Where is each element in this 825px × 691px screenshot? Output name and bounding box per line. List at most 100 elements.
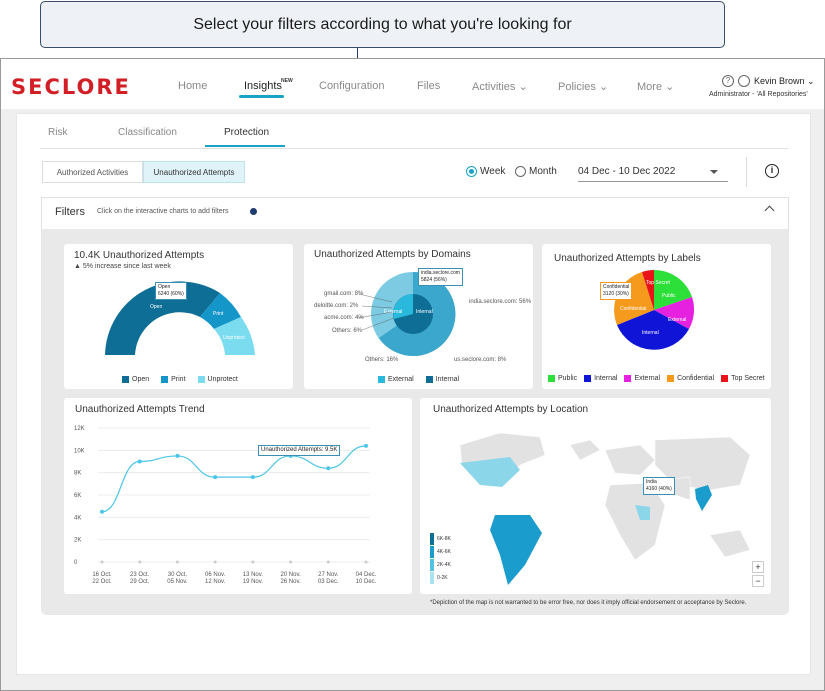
nav-home[interactable]: Home <box>178 80 208 92</box>
trend-line-chart[interactable]: 0 2K 4K 6K 8K 10K 12K 16 Oct.22 Oct. 23 Oct.29 O… <box>64 418 412 590</box>
nav-configuration[interactable]: Configuration <box>319 80 385 92</box>
nav-policies-label: Policies <box>558 81 596 93</box>
month-radio[interactable] <box>515 166 526 177</box>
trend-point[interactable] <box>100 509 104 514</box>
tooltip-line-1: Confidential <box>603 284 630 290</box>
region-europe[interactable] <box>604 444 656 476</box>
domains-inner-external[interactable] <box>393 294 413 319</box>
nav-policies[interactable]: Policies ⌄ <box>558 80 608 93</box>
trend-point[interactable] <box>250 475 255 480</box>
region-south-america[interactable] <box>490 515 542 585</box>
trend-point[interactable] <box>364 443 368 448</box>
attempts-half-donut[interactable]: Open Print Unprotect <box>100 277 260 357</box>
slice-external[interactable] <box>654 297 695 329</box>
slice-unprotect[interactable] <box>214 317 255 355</box>
legend-swatch-top-secret <box>721 375 729 382</box>
month-label: Month <box>529 166 557 177</box>
x-tick-label: 10 Dec. <box>356 579 377 585</box>
trend-point[interactable] <box>213 475 218 480</box>
domains-tooltip: india.seclore.com 5824 (56%) <box>418 268 463 286</box>
tab-classification[interactable]: Classification <box>118 127 177 138</box>
trend-card[interactable] <box>64 398 412 594</box>
location-card[interactable] <box>420 398 771 594</box>
labels-pie-chart[interactable]: Top Secret Public External Internal Conf… <box>612 268 696 352</box>
slice-internal[interactable] <box>617 310 689 350</box>
legend-confidential[interactable]: Confidential <box>677 375 715 382</box>
scale-2k-4k: 2K-4K <box>437 561 451 568</box>
label-others-b: Others: 16% <box>365 357 399 363</box>
region-greenland[interactable] <box>569 439 601 461</box>
nav-insights[interactable]: Insights <box>244 80 282 92</box>
map-scale-legend: 6K-8K 4K-6K 2K-4K 0-2K <box>430 532 451 584</box>
help-icon[interactable]: ? <box>722 75 734 87</box>
trend-point[interactable] <box>326 466 331 471</box>
zoom-in-button[interactable]: + <box>752 561 764 573</box>
nav-more[interactable]: More ⌄ <box>637 80 674 93</box>
nav-files[interactable]: Files <box>417 80 441 92</box>
date-range-select[interactable]: 04 Dec - 10 Dec 2022 <box>578 166 728 182</box>
tooltip-line-2: 6240 (60%) <box>158 291 184 297</box>
scale-swatch-4k-6k <box>430 545 434 558</box>
zoom-out-button[interactable]: − <box>752 575 764 587</box>
legend-swatch-confidential <box>667 375 675 382</box>
label-india: india.seclore.com: 56% <box>469 299 532 305</box>
user-name[interactable]: Kevin Brown ⌄ <box>754 76 815 87</box>
attempts-tooltip: Open 6240 (60%) <box>155 282 187 300</box>
labels-title: Unauthorized Attempts by Labels <box>554 253 701 264</box>
week-radio[interactable] <box>466 166 477 177</box>
slice-top-secret[interactable] <box>642 270 654 310</box>
domains-donut-chart[interactable]: External Internal gmail.com: 8% deloitte… <box>304 262 533 374</box>
unauthorized-attempts-toggle[interactable]: Unauthorized Attempts <box>143 161 245 183</box>
legend-external[interactable]: External <box>388 376 414 383</box>
callout-text: Select your filters according to what yo… <box>193 15 572 33</box>
slice-print[interactable] <box>200 293 241 329</box>
info-icon[interactable]: i <box>765 164 779 178</box>
nav-activities-label: Activities <box>472 81 516 93</box>
y-tick-label: 8K <box>74 471 81 477</box>
domains-legend: External Internal <box>378 376 459 383</box>
trend-point[interactable] <box>137 459 142 464</box>
user-name-text: Kevin Brown <box>754 76 805 86</box>
filters-title: Filters <box>55 206 85 218</box>
legend-internal[interactable]: Internal <box>435 376 460 383</box>
slice-open-label: Open <box>150 304 162 310</box>
filters-bar[interactable] <box>41 197 789 229</box>
location-title: Unauthorized Attempts by Location <box>433 404 589 415</box>
user-role: Administrator - 'All Repositories' <box>709 91 808 98</box>
legend-public[interactable]: Public <box>558 375 578 382</box>
legend-print[interactable]: Print <box>171 376 186 383</box>
trend-point[interactable] <box>175 453 180 458</box>
scale-4k-6k: 4K-6K <box>437 548 451 555</box>
x-tick-label: 03 Dec. <box>318 579 339 585</box>
y-tick-label: 6K <box>74 493 81 499</box>
legend-top-secret[interactable]: Top Secret <box>731 375 765 382</box>
region-asia[interactable] <box>654 436 751 491</box>
region-north-america[interactable] <box>460 457 520 487</box>
user-avatar-icon[interactable] <box>738 75 750 87</box>
tab-protection[interactable]: Protection <box>224 127 270 138</box>
legend-swatch-internal <box>584 375 592 382</box>
scale-0-2k: 0-2K <box>437 574 448 581</box>
legend-external[interactable]: External <box>634 375 661 382</box>
tab-risk[interactable]: Risk <box>48 127 68 138</box>
world-map[interactable] <box>440 425 760 590</box>
y-tick-label: 12K <box>74 426 85 432</box>
tab-active-indicator <box>205 145 285 147</box>
slice-open[interactable] <box>105 281 220 355</box>
y-tick-label: 10K <box>74 448 85 454</box>
location-tooltip: India 4160 (40%) <box>643 477 675 495</box>
region-africa-highlight[interactable] <box>635 505 650 520</box>
leader-line <box>357 311 393 319</box>
legend-internal[interactable]: Internal <box>594 375 618 382</box>
nav-activities[interactable]: Activities ⌄ <box>472 80 528 93</box>
legend-unprotect[interactable]: Unprotect <box>207 376 238 383</box>
trend-title: Unauthorized Attempts Trend <box>75 404 205 415</box>
tooltip-line-1: india.seclore.com <box>421 270 460 276</box>
region-india[interactable] <box>695 485 712 511</box>
authorized-activities-toggle[interactable]: Authorized Activities <box>42 161 143 183</box>
region-australia[interactable] <box>709 529 751 558</box>
legend-swatch-internal <box>425 376 433 383</box>
slice-public[interactable] <box>654 269 692 310</box>
legend-open[interactable]: Open <box>132 376 150 383</box>
attempts-card[interactable] <box>64 244 293 389</box>
